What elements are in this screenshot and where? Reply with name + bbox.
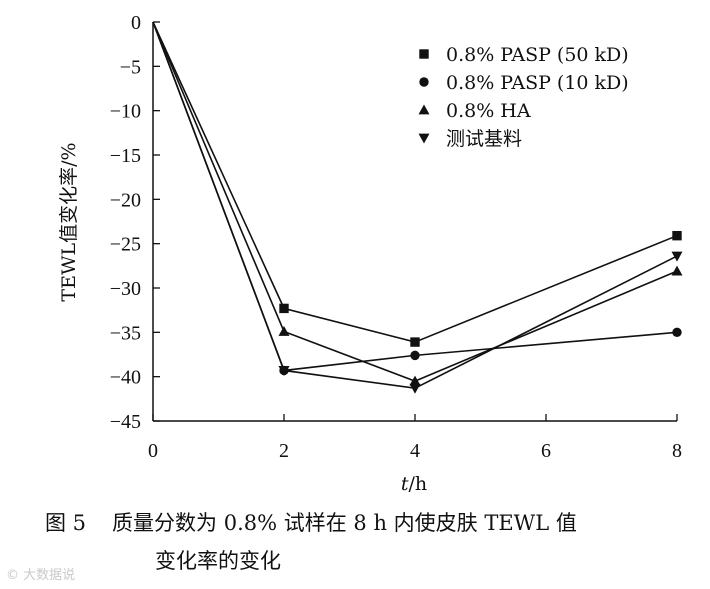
y-tick-label: −20: [110, 189, 141, 211]
y-tick-label: −5: [120, 56, 141, 78]
figure-caption-line1: 图 5 质量分数为 0.8% 试样在 8 h 内使皮肤 TEWL 值: [45, 507, 577, 537]
x-tick-label: 6: [541, 440, 551, 462]
watermark: © 大数据说: [6, 568, 76, 583]
data-point-triangle-down: [671, 251, 683, 262]
legend-marker-circle: [419, 77, 429, 87]
data-point-square: [672, 230, 682, 241]
y-axis-title: TEWL值变化率/%: [58, 142, 80, 301]
data-point-square: [279, 303, 289, 314]
y-tick-label: −25: [110, 234, 141, 256]
legend: 0.8% PASP (50 kD) 0.8% PASP (10 kD) 0.8% H…: [418, 44, 629, 150]
y-tick-label: −10: [110, 101, 141, 123]
data-point-triangle-down: [409, 383, 421, 394]
figure-caption-line2: 变化率的变化: [155, 549, 281, 573]
y-tick-label: −30: [110, 278, 141, 300]
data-point-triangle-up: [671, 265, 683, 276]
x-axis-title: t/h: [401, 473, 427, 495]
series-line-3: [152, 21, 678, 390]
chart: 0 −5 −10 −15 −20 −25 −30 −35 −40 −45 0 2 4 6 8 TEWL值变化…: [58, 12, 683, 495]
y-tick-label: −35: [110, 322, 141, 344]
x-tick-label: 8: [672, 440, 682, 462]
data-point-triangle-up: [278, 325, 290, 336]
legend-marker-triangle-down: [418, 133, 430, 144]
legend-label: 0.8% PASP (50 kD): [446, 44, 629, 66]
series-line-0: [152, 21, 678, 343]
y-tick-label: −40: [110, 367, 141, 389]
data-point-circle: [410, 350, 420, 361]
data-point-triangle-down: [278, 366, 290, 376]
series-markers: [278, 230, 683, 394]
ticks: 0 −5 −10 −15 −20 −25 −30 −35 −40 −45 0 2 4 6 8: [110, 12, 682, 462]
data-point-circle: [672, 327, 682, 338]
legend-label: 测试基料: [446, 128, 522, 150]
figure-number: 图 5: [45, 511, 87, 535]
y-tick-label: −15: [110, 145, 141, 167]
data-point-square: [410, 337, 420, 347]
x-tick-label: 0: [148, 440, 158, 462]
x-tick-label: 2: [279, 440, 289, 462]
figure-caption-text: 质量分数为 0.8% 试样在 8 h 内使皮肤 TEWL 值: [112, 511, 577, 535]
legend-label: 0.8% PASP (10 kD): [446, 72, 629, 94]
series-lines: [152, 21, 678, 390]
x-tick-label: 4: [410, 440, 420, 462]
x-axis-title-var: t: [401, 473, 409, 495]
y-tick-label: 0: [131, 12, 141, 34]
data-point-triangle-up: [409, 375, 421, 386]
x-axis-title-unit: /h: [409, 473, 428, 495]
series-line-2: [152, 21, 678, 382]
legend-label: 0.8% HA: [446, 100, 531, 122]
legend-marker-triangle-up: [418, 104, 430, 115]
legend-marker-square: [419, 49, 429, 59]
y-tick-label: −45: [110, 411, 141, 433]
